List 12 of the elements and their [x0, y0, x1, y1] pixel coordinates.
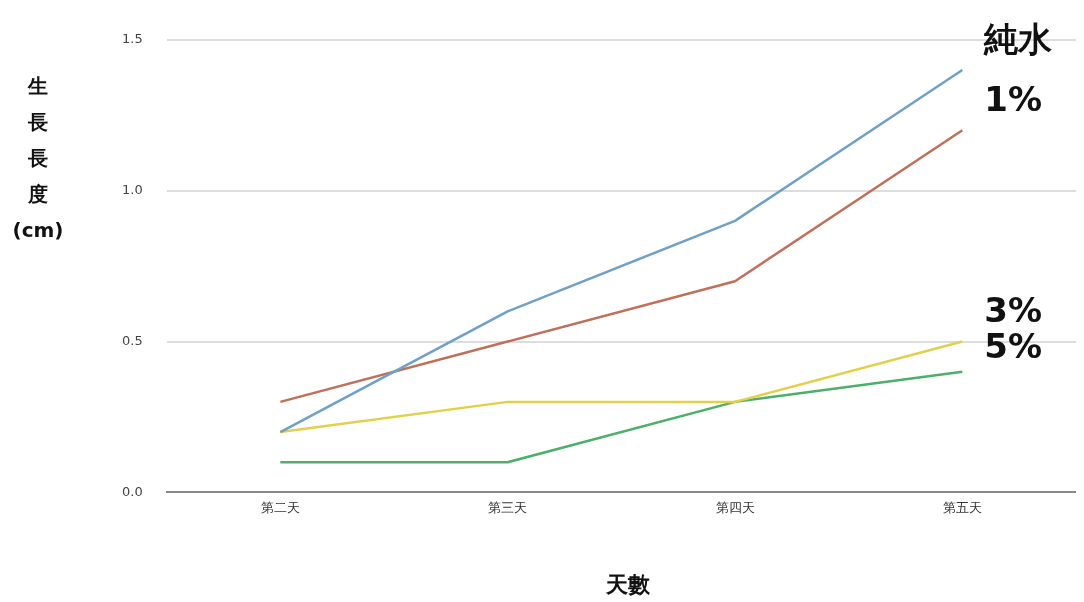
- y-tick-label: 1.5: [121, 31, 143, 47]
- x-tick-label: 第四天: [715, 499, 755, 515]
- y-axis-title: 生長長度 (cm): [11, 73, 65, 244]
- y-tick-label: 0.0: [121, 483, 143, 499]
- series-label: 純水: [983, 18, 1053, 59]
- y-tick-label: 0.5: [121, 332, 143, 348]
- x-tick-label: 第五天: [942, 499, 982, 515]
- x-axis-title: 天數: [605, 571, 651, 599]
- series-label: 1%: [984, 79, 1043, 120]
- x-tick-label: 第三天: [488, 499, 528, 515]
- y-tick-label: 1.0: [121, 182, 143, 198]
- x-tick-label: 第二天: [260, 499, 300, 515]
